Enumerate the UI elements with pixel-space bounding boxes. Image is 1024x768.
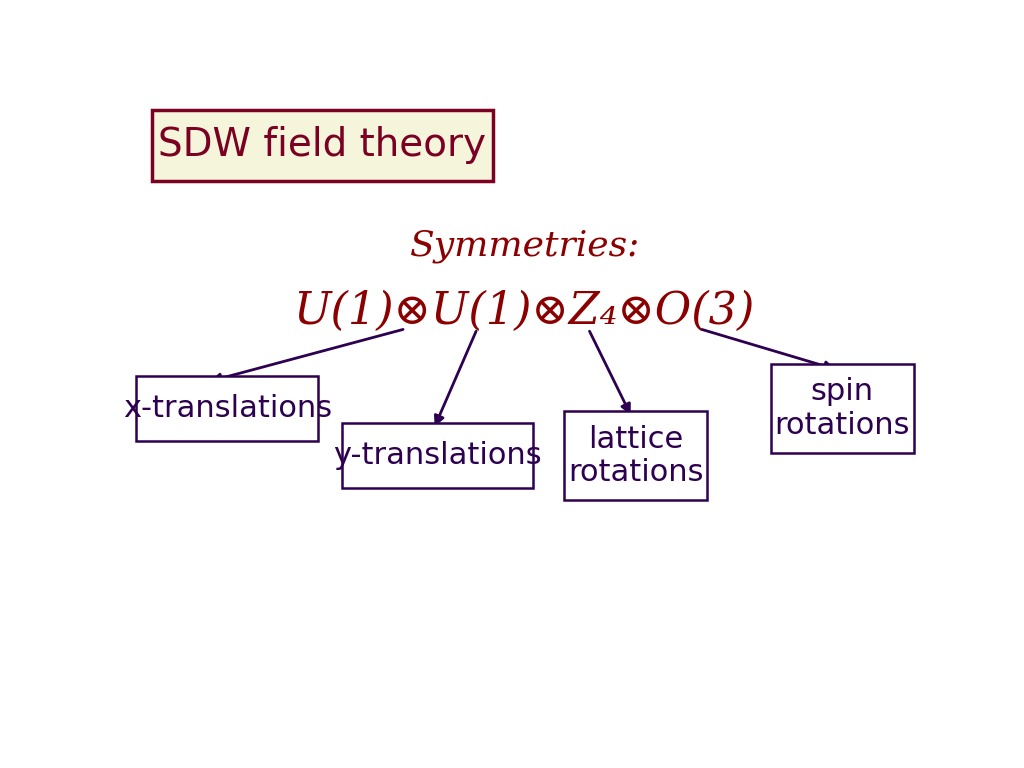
- FancyBboxPatch shape: [152, 110, 494, 181]
- Text: lattice
rotations: lattice rotations: [568, 425, 703, 487]
- Text: SDW field theory: SDW field theory: [159, 127, 486, 164]
- FancyBboxPatch shape: [342, 423, 532, 488]
- Text: U(1)⊗U(1)⊗Z₄⊗O(3): U(1)⊗U(1)⊗Z₄⊗O(3): [294, 290, 756, 333]
- Text: Symmetries:: Symmetries:: [410, 229, 640, 263]
- Text: y-translations: y-translations: [333, 442, 542, 470]
- Text: x-translations: x-translations: [123, 394, 332, 423]
- FancyBboxPatch shape: [771, 364, 913, 453]
- Text: spin
rotations: spin rotations: [774, 377, 910, 440]
- FancyBboxPatch shape: [564, 412, 708, 500]
- FancyBboxPatch shape: [136, 376, 318, 441]
